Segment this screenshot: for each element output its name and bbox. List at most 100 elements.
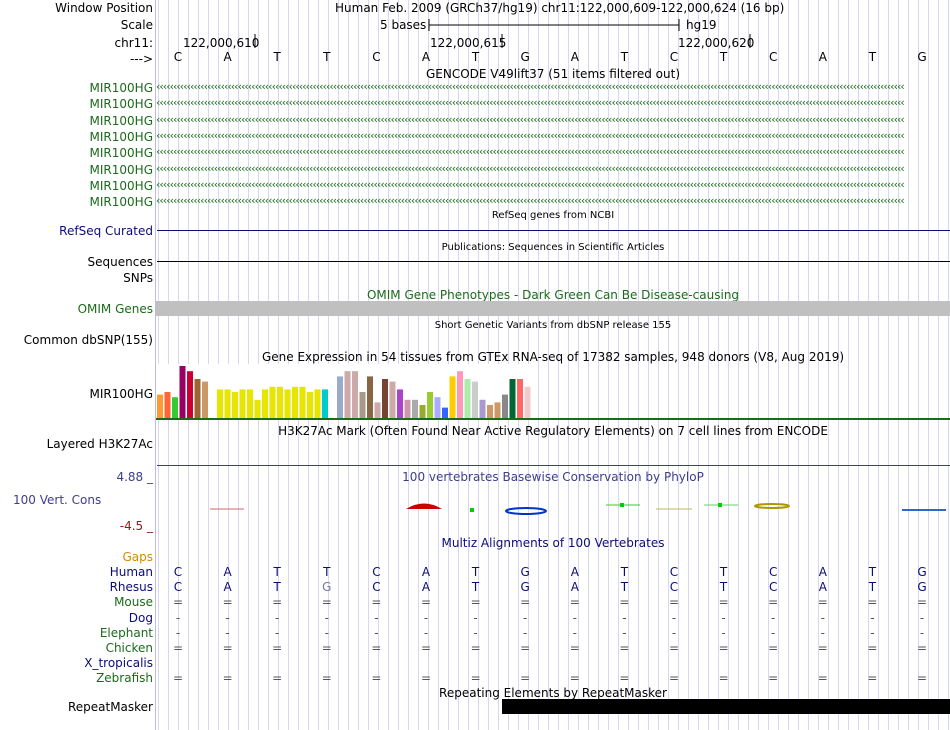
omim-title[interactable]: OMIM Gene Phenotypes - Dark Green Can Be… bbox=[366, 288, 740, 302]
gtex-tissue-bar[interactable] bbox=[239, 389, 246, 418]
gtex-tissue-bar[interactable] bbox=[487, 405, 493, 418]
gtex-title[interactable]: Gene Expression in 54 tissues from GTEx … bbox=[261, 350, 845, 364]
gtex-label[interactable]: MIR100HG bbox=[89, 387, 153, 401]
dbsnp-title[interactable]: Short Genetic Variants from dbSNP releas… bbox=[434, 320, 672, 331]
gtex-tissue-bar[interactable] bbox=[382, 379, 388, 418]
gtex-tissue-bar[interactable] bbox=[479, 399, 486, 418]
gtex-tissue-bar[interactable] bbox=[404, 399, 411, 418]
gtex-tissue-bar[interactable] bbox=[254, 399, 261, 418]
gtex-tissue-bar[interactable] bbox=[179, 366, 186, 418]
gtex-tissue-bar[interactable] bbox=[269, 386, 276, 418]
gencode-transcript[interactable]: ‹‹‹‹‹‹‹‹‹‹‹‹‹‹‹‹‹‹‹‹‹‹‹‹‹‹‹‹‹‹‹‹‹‹‹‹‹‹‹‹… bbox=[156, 161, 905, 175]
species-label[interactable]: Zebrafish bbox=[96, 671, 153, 686]
gencode-transcript[interactable]: ‹‹‹‹‹‹‹‹‹‹‹‹‹‹‹‹‹‹‹‹‹‹‹‹‹‹‹‹‹‹‹‹‹‹‹‹‹‹‹‹… bbox=[156, 128, 905, 142]
gtex-tissue-bar[interactable] bbox=[314, 389, 321, 418]
phylop-title[interactable]: 100 vertebrates Basewise Conservation by… bbox=[402, 470, 704, 484]
phylop-glyphs[interactable] bbox=[156, 498, 950, 518]
gtex-tissue-bar[interactable] bbox=[472, 381, 478, 418]
gencode-transcript[interactable]: ‹‹‹‹‹‹‹‹‹‹‹‹‹‹‹‹‹‹‹‹‹‹‹‹‹‹‹‹‹‹‹‹‹‹‹‹‹‹‹‹… bbox=[156, 194, 905, 208]
gtex-tissue-bar[interactable] bbox=[277, 386, 283, 418]
gencode-title[interactable]: GENCODE V49lift37 (51 items filtered out… bbox=[425, 67, 680, 81]
gtex-tissue-bar[interactable] bbox=[164, 392, 171, 418]
gtex-tissue-bar[interactable] bbox=[262, 389, 268, 418]
gencode-item-label[interactable]: MIR100HG bbox=[89, 195, 153, 210]
species-label[interactable]: Rhesus bbox=[109, 580, 153, 595]
gtex-tissue-bar[interactable] bbox=[397, 389, 403, 418]
gtex-tissue-bar[interactable] bbox=[344, 371, 351, 418]
gtex-tissue-bar[interactable] bbox=[337, 376, 343, 418]
gtex-tissue-bar[interactable] bbox=[217, 389, 223, 418]
repeatmasker-feature[interactable] bbox=[502, 699, 950, 714]
gtex-tissue-bar[interactable] bbox=[434, 397, 441, 418]
gtex-tissue-bar[interactable] bbox=[374, 402, 381, 418]
gtex-tissue-bar[interactable] bbox=[509, 379, 516, 418]
gtex-gene-line[interactable] bbox=[156, 418, 950, 420]
publications-title[interactable]: Publications: Sequences in Scientific Ar… bbox=[441, 242, 665, 253]
gtex-tissue-bar[interactable] bbox=[419, 405, 426, 418]
gtex-tissue-bar[interactable] bbox=[457, 371, 463, 418]
refseq-feature-line[interactable] bbox=[157, 230, 950, 231]
repeatmasker-title[interactable]: Repeating Elements by RepeatMasker bbox=[439, 686, 667, 700]
gtex-tissue-bar[interactable] bbox=[232, 392, 238, 418]
gtex-tissue-bar[interactable] bbox=[307, 392, 313, 418]
species-label[interactable]: Dog bbox=[128, 610, 153, 625]
h3k27ac-label[interactable]: Layered H3K27Ac bbox=[46, 437, 153, 451]
gtex-tissue-bar[interactable] bbox=[224, 389, 231, 418]
gtex-tissue-bar[interactable] bbox=[502, 394, 508, 418]
gencode-transcript[interactable]: ‹‹‹‹‹‹‹‹‹‹‹‹‹‹‹‹‹‹‹‹‹‹‹‹‹‹‹‹‹‹‹‹‹‹‹‹‹‹‹‹… bbox=[156, 145, 905, 159]
gtex-tissue-bar[interactable] bbox=[464, 379, 471, 418]
gtex-tissue-bar[interactable] bbox=[247, 389, 253, 418]
publications-feature-line[interactable] bbox=[157, 261, 950, 262]
gencode-item-label[interactable]: MIR100HG bbox=[89, 146, 153, 161]
species-label[interactable]: X_tropicalis bbox=[84, 656, 153, 671]
h3k27ac-baseline[interactable] bbox=[157, 465, 950, 466]
gencode-item-label[interactable]: MIR100HG bbox=[89, 178, 153, 193]
gtex-tissue-bar[interactable] bbox=[352, 371, 358, 418]
gtex-tissue-bar[interactable] bbox=[322, 389, 328, 418]
gencode-transcript[interactable]: ‹‹‹‹‹‹‹‹‹‹‹‹‹‹‹‹‹‹‹‹‹‹‹‹‹‹‹‹‹‹‹‹‹‹‹‹‹‹‹‹… bbox=[156, 112, 905, 126]
gtex-tissue-bar[interactable] bbox=[172, 397, 178, 418]
gtex-tissue-bar[interactable] bbox=[299, 386, 306, 418]
species-label[interactable]: Chicken bbox=[105, 641, 153, 655]
omim-feature-bar[interactable] bbox=[156, 301, 950, 316]
refseq-label[interactable]: RefSeq Curated bbox=[59, 224, 153, 238]
refseq-title[interactable]: RefSeq genes from NCBI bbox=[491, 210, 615, 221]
publications-label[interactable]: Sequences bbox=[87, 255, 153, 269]
gencode-transcript[interactable]: ‹‹‹‹‹‹‹‹‹‹‹‹‹‹‹‹‹‹‹‹‹‹‹‹‹‹‹‹‹‹‹‹‹‹‹‹‹‹‹‹… bbox=[156, 80, 905, 93]
gencode-item-label[interactable]: MIR100HG bbox=[89, 129, 153, 144]
gencode-item-label[interactable]: MIR100HG bbox=[89, 97, 153, 112]
species-label[interactable]: Human bbox=[109, 565, 153, 579]
species-label[interactable]: Mouse bbox=[114, 595, 153, 610]
gtex-tissue-bar[interactable] bbox=[389, 381, 396, 418]
gencode-item-label[interactable]: MIR100HG bbox=[89, 162, 153, 177]
gtex-tissue-bar[interactable] bbox=[524, 386, 531, 418]
gtex-tissue-bar[interactable] bbox=[292, 386, 298, 418]
snps-label[interactable]: SNPs bbox=[123, 271, 153, 285]
h3k27ac-title[interactable]: H3K27Ac Mark (Often Found Near Active Re… bbox=[278, 424, 828, 438]
alignment-cell: = bbox=[420, 595, 432, 610]
gtex-tissue-bar[interactable] bbox=[412, 399, 418, 418]
gtex-tissue-bar[interactable] bbox=[157, 394, 163, 418]
gtex-tissue-bar[interactable] bbox=[284, 389, 291, 418]
multiz-title[interactable]: Multiz Alignments of 100 Vertebrates bbox=[441, 536, 665, 550]
gtex-tissue-bar[interactable] bbox=[187, 371, 193, 418]
gtex-tissue-bar[interactable] bbox=[442, 407, 448, 418]
gtex-tissue-bar[interactable] bbox=[494, 402, 501, 418]
gencode-item-label[interactable]: MIR100HG bbox=[89, 113, 153, 128]
gtex-tissue-bar[interactable] bbox=[427, 392, 433, 418]
gtex-bars[interactable] bbox=[156, 364, 536, 418]
gencode-transcript[interactable]: ‹‹‹‹‹‹‹‹‹‹‹‹‹‹‹‹‹‹‹‹‹‹‹‹‹‹‹‹‹‹‹‹‹‹‹‹‹‹‹‹… bbox=[156, 177, 905, 191]
gtex-tissue-bar[interactable] bbox=[194, 379, 201, 418]
gencode-item-label[interactable]: MIR100HG bbox=[89, 81, 153, 95]
phylop-label[interactable]: 100 Vert. Cons bbox=[13, 493, 102, 507]
gtex-tissue-bar[interactable] bbox=[449, 376, 456, 418]
omim-label[interactable]: OMIM Genes bbox=[77, 302, 153, 316]
gtex-tissue-bar[interactable] bbox=[202, 381, 208, 418]
gtex-tissue-bar[interactable] bbox=[517, 379, 523, 418]
gencode-transcript[interactable]: ‹‹‹‹‹‹‹‹‹‹‹‹‹‹‹‹‹‹‹‹‹‹‹‹‹‹‹‹‹‹‹‹‹‹‹‹‹‹‹‹… bbox=[156, 96, 905, 110]
gtex-tissue-bar[interactable] bbox=[359, 392, 366, 418]
species-label[interactable]: Elephant bbox=[99, 625, 153, 640]
repeatmasker-label[interactable]: RepeatMasker bbox=[67, 700, 153, 714]
dbsnp-label[interactable]: Common dbSNP(155) bbox=[23, 333, 153, 347]
gtex-tissue-bar[interactable] bbox=[367, 376, 373, 418]
